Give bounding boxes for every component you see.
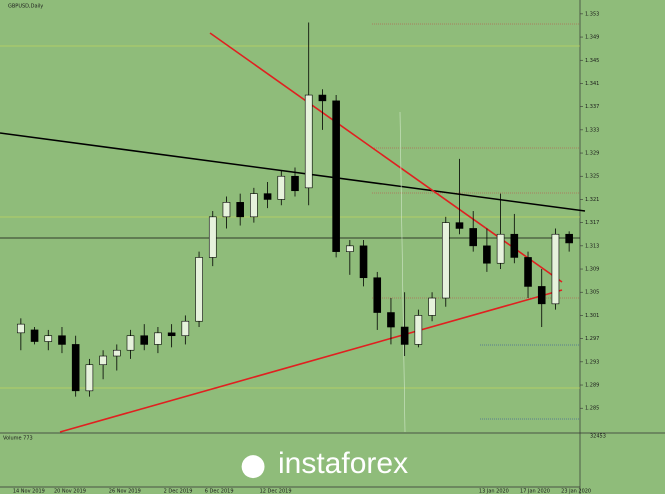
candle-body — [496, 233, 505, 264]
x-tick-label: 13 Jan 2020 — [479, 489, 509, 494]
candle-body — [387, 312, 395, 328]
y-tick-label: 1.349 — [585, 35, 599, 41]
watermark: instaforex — [278, 447, 408, 480]
candle-body — [195, 257, 203, 322]
candle-body — [126, 335, 135, 351]
y-tick-label: 1.337 — [585, 104, 599, 110]
candle-body — [277, 175, 286, 200]
candle-body — [455, 222, 464, 229]
candle-body — [17, 323, 25, 334]
candle-body — [71, 344, 80, 392]
y-tick-label: 1.285 — [585, 406, 599, 412]
candle-body — [44, 335, 53, 342]
candle-body — [318, 94, 327, 102]
logo-mark: ● — [240, 448, 266, 483]
candle-body — [510, 233, 519, 258]
y-tick-label: 1.325 — [585, 174, 599, 180]
y-tick-label: 1.309 — [585, 267, 599, 273]
candle-body — [99, 355, 107, 366]
y-tick-label: 1.313 — [585, 243, 599, 249]
candle-body — [332, 100, 340, 252]
candle-body — [181, 320, 190, 337]
candle-body — [359, 245, 368, 279]
volume-value: 32453 — [590, 434, 606, 440]
trend-line — [59, 289, 563, 433]
candle-body — [428, 297, 436, 316]
y-tick-label: 1.293 — [585, 359, 599, 365]
x-tick-label: 12 Dec 2019 — [260, 489, 292, 494]
y-tick-label: 1.333 — [585, 127, 599, 133]
volume-label: Volume 773 — [3, 436, 33, 442]
x-tick-label: 17 Jan 2020 — [520, 489, 550, 494]
x-tick-label: 20 Nov 2019 — [54, 489, 86, 494]
x-tick-label: 2 Dec 2019 — [164, 489, 193, 494]
candle-body — [304, 94, 313, 189]
y-tick-label: 1.305 — [585, 290, 599, 296]
candle-body — [263, 193, 272, 200]
candle-body — [250, 193, 258, 218]
candle-body — [483, 245, 491, 264]
candle-body — [113, 349, 121, 357]
candle-body — [85, 364, 94, 392]
candle-body — [346, 245, 354, 252]
y-tick-label: 1.317 — [585, 220, 599, 226]
candle-body — [400, 326, 409, 345]
x-tick-label: 23 Jan 2020 — [561, 489, 591, 494]
y-tick-label: 1.321 — [585, 197, 599, 203]
x-tick-label: 26 Nov 2019 — [109, 489, 141, 494]
candle-body — [537, 286, 546, 305]
vertical-line — [399, 111, 406, 433]
candle-body — [222, 202, 231, 218]
chart-title: GBPUSD,Daily — [8, 4, 43, 10]
candle-body — [469, 228, 477, 247]
x-tick-label: 14 Nov 2019 — [13, 489, 45, 494]
y-tick-label: 1.353 — [585, 11, 599, 17]
y-tick-label: 1.297 — [585, 336, 599, 342]
candle-body — [551, 233, 560, 305]
candle-body — [291, 175, 299, 192]
candle-body — [565, 233, 573, 244]
candle-body — [58, 335, 66, 345]
candle-body — [208, 216, 217, 258]
candle-body — [140, 335, 149, 345]
y-tick-label: 1.289 — [585, 383, 599, 389]
x-tick-label: 6 Dec 2019 — [205, 489, 234, 494]
trend-line — [0, 132, 586, 212]
candle-body — [30, 329, 39, 342]
candle-body — [414, 315, 423, 345]
y-tick-label: 1.329 — [585, 151, 599, 157]
candle-body — [373, 277, 382, 313]
candle-body — [441, 222, 450, 299]
y-tick-label: 1.301 — [585, 313, 599, 319]
candle-body — [154, 332, 162, 345]
y-tick-label: 1.345 — [585, 58, 599, 64]
y-tick-label: 1.341 — [585, 81, 599, 87]
candle-body — [236, 202, 244, 218]
candle-body — [167, 332, 176, 337]
candle-body — [524, 257, 532, 287]
